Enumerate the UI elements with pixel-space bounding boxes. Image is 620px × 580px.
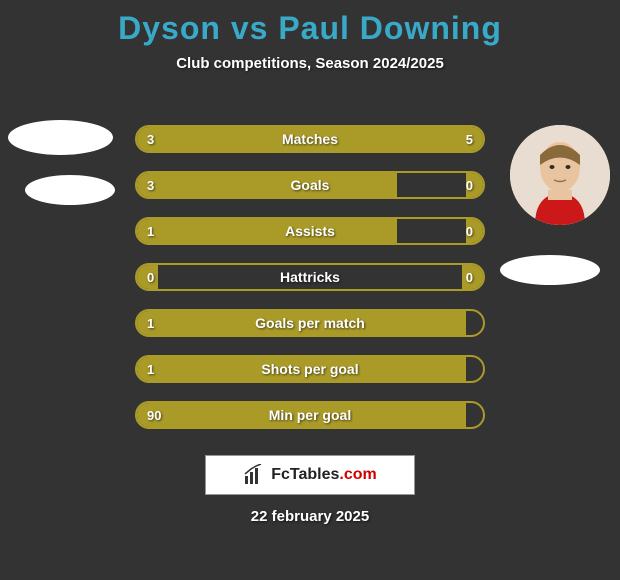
stat-row: 1Goals per match (135, 309, 485, 337)
fctables-logo: FcTables.com (205, 455, 415, 495)
stat-label: Assists (137, 219, 483, 243)
stat-row: 35Matches (135, 125, 485, 153)
player-right-photo (510, 125, 610, 225)
date: 22 february 2025 (0, 508, 620, 525)
stat-label: Goals (137, 173, 483, 197)
stat-row: 10Assists (135, 217, 485, 245)
stat-label: Min per goal (137, 403, 483, 427)
logo-text: FcTables.com (271, 466, 377, 484)
stat-label: Shots per goal (137, 357, 483, 381)
stat-label: Hattricks (137, 265, 483, 289)
page-title: Dyson vs Paul Downing (0, 0, 620, 47)
player-right-flag (500, 255, 600, 285)
chart-icon (243, 464, 265, 486)
stat-row: 30Goals (135, 171, 485, 199)
stat-row: 00Hattricks (135, 263, 485, 291)
player-left-avatar (8, 120, 113, 155)
subtitle: Club competitions, Season 2024/2025 (0, 55, 620, 72)
stat-row: 1Shots per goal (135, 355, 485, 383)
stat-row: 90Min per goal (135, 401, 485, 429)
player-right-avatar (510, 125, 610, 225)
stat-label: Matches (137, 127, 483, 151)
stat-label: Goals per match (137, 311, 483, 335)
stats-bars: 35Matches 30Goals 10Assists 00Hattricks 1Goa… (135, 125, 485, 447)
player-left-flag (25, 175, 115, 205)
